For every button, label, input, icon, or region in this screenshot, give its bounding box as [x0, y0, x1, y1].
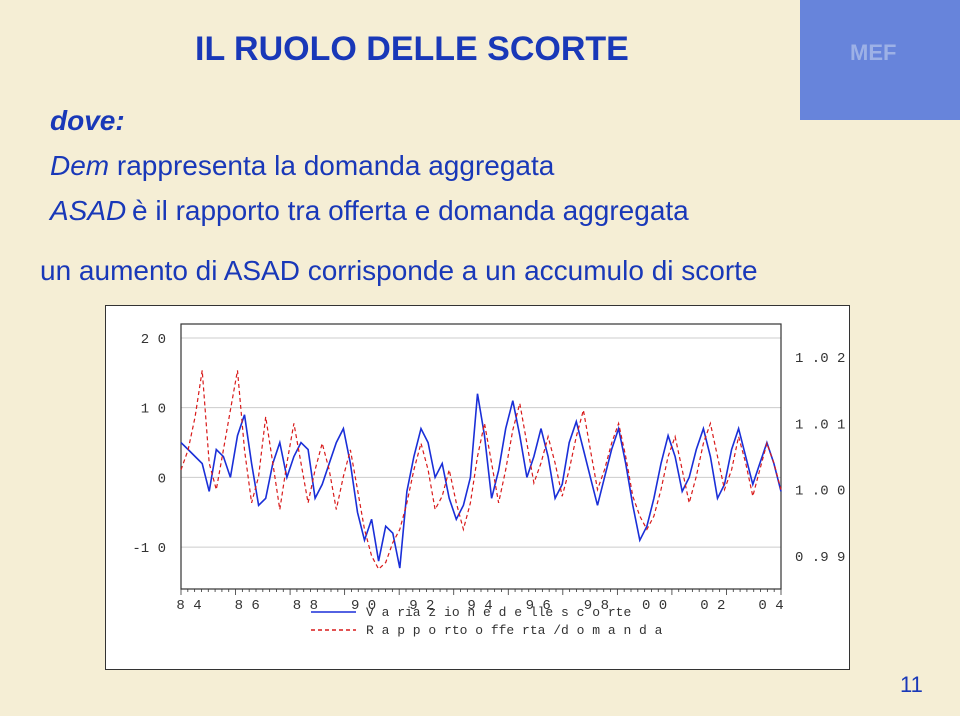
svg-text:0 0: 0 0	[642, 598, 667, 614]
page-number: 11	[900, 672, 923, 698]
svg-text:1 .0 1: 1 .0 1	[795, 417, 845, 433]
svg-text:-1 0: -1 0	[132, 541, 166, 557]
dove-label: dove:	[50, 105, 125, 137]
slide: MEF IL RUOLO DELLE SCORTE dove: Dem rapp…	[0, 0, 960, 716]
svg-text:0 4: 0 4	[758, 598, 783, 614]
svg-text:8 6: 8 6	[235, 598, 260, 614]
asad-explain: un aumento di ASAD corrisponde a un accu…	[40, 255, 758, 287]
svg-text:V a ria z io n e d e lle s c: V a ria z io n e d e lle s c o rte	[366, 605, 631, 620]
slide-title: IL RUOLO DELLE SCORTE	[195, 30, 629, 69]
mef-label: MEF	[850, 40, 896, 66]
svg-text:0 2: 0 2	[700, 598, 725, 614]
svg-text:8 4: 8 4	[176, 598, 201, 614]
chart: 2 0 1 0 0 -1 0 1 .0 2 1 .0 1 1 .0 0 0 .9 9 8 4 8 …	[105, 305, 850, 670]
chart-svg: 2 0 1 0 0 -1 0 1 .0 2 1 .0 1 1 .0 0 0 .9 9 8 4 8 …	[106, 306, 851, 671]
dem-desc: rappresenta la domanda aggregata	[117, 150, 554, 181]
svg-text:0: 0	[158, 471, 166, 487]
asad-word: ASAD	[50, 195, 126, 227]
svg-text:R a p p o rto o ffe rta /d o: R a p p o rto o ffe rta /d o m a n d a	[366, 623, 663, 638]
line-dem: Dem rappresenta la domanda aggregata	[50, 150, 554, 182]
svg-text:1 .0 2: 1 .0 2	[795, 351, 845, 367]
svg-text:1 0: 1 0	[141, 402, 166, 418]
svg-text:2 0: 2 0	[141, 332, 166, 348]
dem-word: Dem	[50, 150, 109, 181]
svg-text:0 .9 9: 0 .9 9	[795, 550, 845, 566]
svg-text:1 .0 0: 1 .0 0	[795, 484, 845, 500]
asad-desc: è il rapporto tra offerta e domanda aggr…	[132, 195, 689, 227]
